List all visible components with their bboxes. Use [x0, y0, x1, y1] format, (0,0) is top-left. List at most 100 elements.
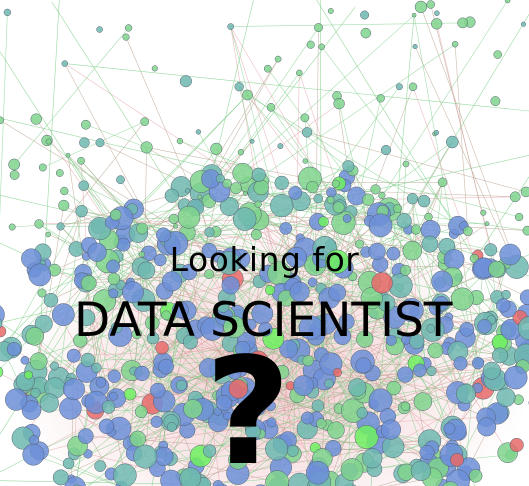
network-node [228, 379, 248, 399]
network-node [386, 246, 401, 261]
network-node [327, 421, 345, 439]
network-node [34, 314, 53, 333]
network-node [348, 378, 367, 397]
network-node [399, 264, 411, 276]
network-node [58, 199, 70, 211]
network-node [21, 400, 42, 420]
network-node [223, 315, 246, 339]
network-node [326, 196, 335, 204]
network-node [232, 162, 253, 184]
network-edge [39, 367, 220, 452]
network-node [453, 356, 468, 371]
network-edge [247, 94, 468, 232]
network-node [78, 309, 96, 326]
network-node [409, 333, 425, 350]
network-node [270, 193, 294, 218]
network-node [110, 321, 123, 334]
network-node [314, 23, 323, 33]
network-node [59, 397, 82, 420]
network-node [87, 242, 107, 262]
network-node [457, 17, 469, 29]
network-node [360, 10, 370, 20]
network-node [0, 305, 5, 324]
network-node [129, 430, 147, 448]
network-node [413, 363, 427, 378]
network-edge [83, 185, 133, 210]
network-node [237, 149, 245, 156]
network-edge [342, 98, 381, 269]
network-node [411, 12, 417, 18]
network-node [306, 40, 315, 49]
network-node [133, 444, 158, 469]
network-node [327, 8, 334, 14]
network-node [80, 275, 97, 292]
network-node [410, 460, 431, 481]
network-node [217, 251, 241, 275]
network-node [356, 330, 374, 348]
network-node [311, 399, 325, 412]
network-node [145, 315, 160, 331]
network-node [402, 160, 410, 168]
network-node [166, 422, 177, 432]
network-node [386, 380, 401, 396]
network-edge [403, 13, 529, 221]
network-edge [0, 242, 250, 358]
network-edge [13, 27, 129, 165]
network-node [517, 316, 529, 341]
network-node [39, 393, 59, 413]
network-node [360, 27, 372, 39]
network-node [173, 223, 179, 229]
network-node [492, 347, 508, 364]
network-node [50, 361, 59, 371]
network-node [419, 444, 435, 461]
network-node [424, 212, 433, 222]
network-node [306, 180, 319, 194]
network-edge [33, 454, 120, 486]
network-node [94, 460, 107, 472]
network-node [180, 263, 198, 281]
network-node [496, 387, 516, 407]
network-node [150, 415, 163, 428]
network-node [509, 191, 521, 203]
network-node [183, 399, 203, 419]
network-node [204, 227, 215, 238]
network-node [216, 300, 230, 313]
network-node [413, 392, 433, 411]
network-node [307, 277, 318, 287]
network-node [380, 144, 392, 156]
network-node [63, 378, 85, 401]
network-node [250, 229, 262, 241]
network-node [45, 231, 51, 238]
network-node [368, 213, 393, 238]
network-node [239, 413, 255, 429]
network-node [480, 209, 487, 216]
network-node [3, 8, 12, 17]
network-node [64, 476, 86, 486]
network-node [155, 340, 169, 355]
network-node [468, 469, 483, 483]
network-node [29, 352, 48, 371]
network-node [504, 0, 511, 4]
network-node [378, 191, 386, 199]
network-edge [310, 327, 453, 447]
network-edge [85, 124, 147, 148]
network-node [371, 272, 393, 294]
network-node [176, 137, 184, 145]
network-edge [331, 192, 476, 486]
network-node [37, 288, 47, 298]
network-node [265, 470, 290, 486]
network-node [355, 239, 364, 249]
network-node [482, 361, 501, 380]
network-node [400, 401, 411, 412]
network-edge [0, 12, 8, 218]
network-node [522, 225, 529, 236]
network-node [368, 388, 393, 413]
network-node [503, 365, 528, 390]
network-node [396, 213, 412, 229]
network-node [230, 182, 242, 195]
network-node [385, 334, 397, 346]
network-node [519, 289, 529, 305]
network-node [324, 378, 334, 389]
network-node [493, 50, 502, 59]
